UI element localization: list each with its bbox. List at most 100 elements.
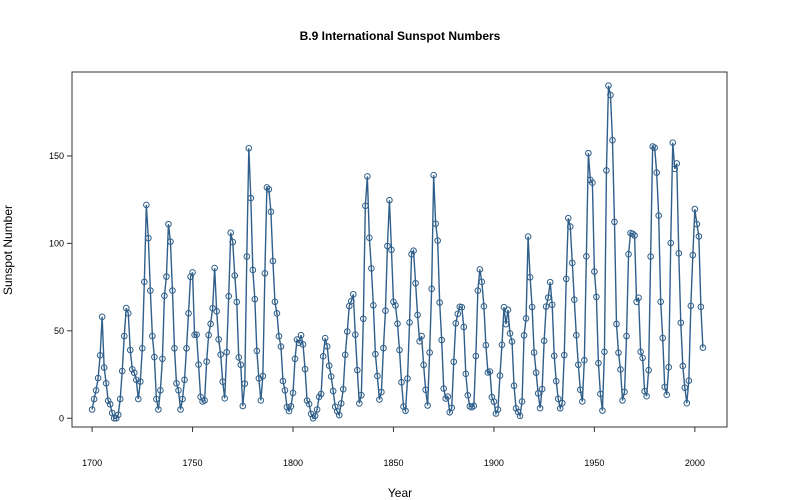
data-point (402, 407, 409, 415)
data-point (92, 386, 100, 394)
data-point (269, 257, 277, 265)
data-point (514, 408, 522, 416)
series-line (91, 85, 704, 420)
data-point (356, 400, 363, 407)
data-point (687, 302, 695, 310)
data-point (585, 149, 592, 157)
data-point (305, 400, 313, 408)
data-point (263, 184, 271, 191)
data-point (597, 390, 604, 398)
data-point (233, 298, 241, 306)
data-point (424, 402, 431, 409)
data-point (605, 82, 612, 89)
data-point (94, 374, 102, 382)
x-tick-label: 1700 (82, 458, 102, 468)
data-point (354, 366, 361, 374)
data-point (564, 214, 572, 222)
data-point (665, 363, 673, 371)
data-point (464, 392, 472, 399)
data-point (651, 144, 658, 152)
data-point (177, 406, 184, 413)
data-point (251, 295, 259, 303)
data-point (482, 341, 490, 349)
data-point (450, 358, 458, 366)
data-point (472, 352, 480, 360)
data-point (560, 351, 568, 359)
data-point (613, 320, 620, 328)
data-point (470, 402, 478, 410)
data-point (496, 372, 504, 379)
data-point (617, 366, 624, 373)
data-point (643, 392, 650, 400)
data-point (589, 179, 596, 186)
data-point (512, 404, 520, 412)
x-tick-label: 1750 (183, 458, 203, 468)
data-point (524, 233, 532, 240)
data-point (448, 404, 456, 412)
data-point (558, 399, 566, 407)
x-tick-label: 1950 (584, 458, 604, 468)
data-point (444, 393, 452, 400)
data-point (88, 406, 96, 413)
data-point (422, 386, 429, 394)
data-point (203, 358, 210, 365)
data-point (683, 399, 691, 407)
y-axis: 0 50 100 150 (49, 151, 72, 423)
data-point (217, 351, 224, 358)
data-point (237, 361, 245, 369)
data-point (526, 274, 534, 281)
y-axis-label: Sunspot Number (1, 205, 15, 295)
data-point (227, 229, 235, 237)
data-point (396, 346, 403, 354)
data-point (611, 218, 618, 226)
data-point (358, 391, 365, 399)
data-point (337, 400, 345, 407)
data-point (601, 348, 608, 356)
data-point (579, 398, 586, 405)
data-point (124, 310, 132, 317)
data-point (341, 351, 349, 359)
data-point (480, 303, 488, 310)
data-point (414, 311, 421, 319)
x-tick-label: 1900 (484, 458, 504, 468)
data-point (143, 201, 150, 209)
data-point (98, 313, 106, 321)
y-tick-label: 50 (54, 326, 64, 336)
data-point (647, 253, 654, 260)
data-point (235, 354, 243, 361)
data-point (259, 372, 267, 380)
data-point (516, 412, 524, 420)
y-tick-label: 0 (59, 413, 64, 423)
data-point (128, 365, 136, 373)
data-point (386, 196, 393, 204)
data-point (169, 287, 176, 294)
data-point (126, 346, 134, 354)
data-point (167, 238, 174, 245)
chart-title: B.9 International Sunspot Numbers (300, 29, 501, 43)
data-point (193, 331, 200, 338)
data-point (418, 332, 425, 340)
data-point (508, 338, 516, 345)
data-point (245, 144, 253, 152)
data-point (577, 386, 584, 394)
data-point (135, 395, 142, 403)
data-point (279, 377, 287, 385)
data-point (677, 319, 685, 327)
data-point (671, 165, 679, 173)
data-point (566, 223, 574, 230)
data-point (575, 361, 582, 369)
data-point (229, 238, 237, 246)
data-point (183, 345, 190, 352)
data-point (669, 139, 677, 146)
x-tick-label: 1800 (283, 458, 303, 468)
data-point (155, 406, 162, 413)
data-point (412, 279, 419, 287)
data-point (145, 234, 152, 242)
data-point (520, 332, 528, 339)
data-point (139, 345, 146, 352)
data-point (378, 388, 385, 396)
data-point (249, 266, 257, 274)
data-point (538, 385, 546, 393)
data-point (360, 315, 367, 323)
data-point (404, 375, 411, 382)
